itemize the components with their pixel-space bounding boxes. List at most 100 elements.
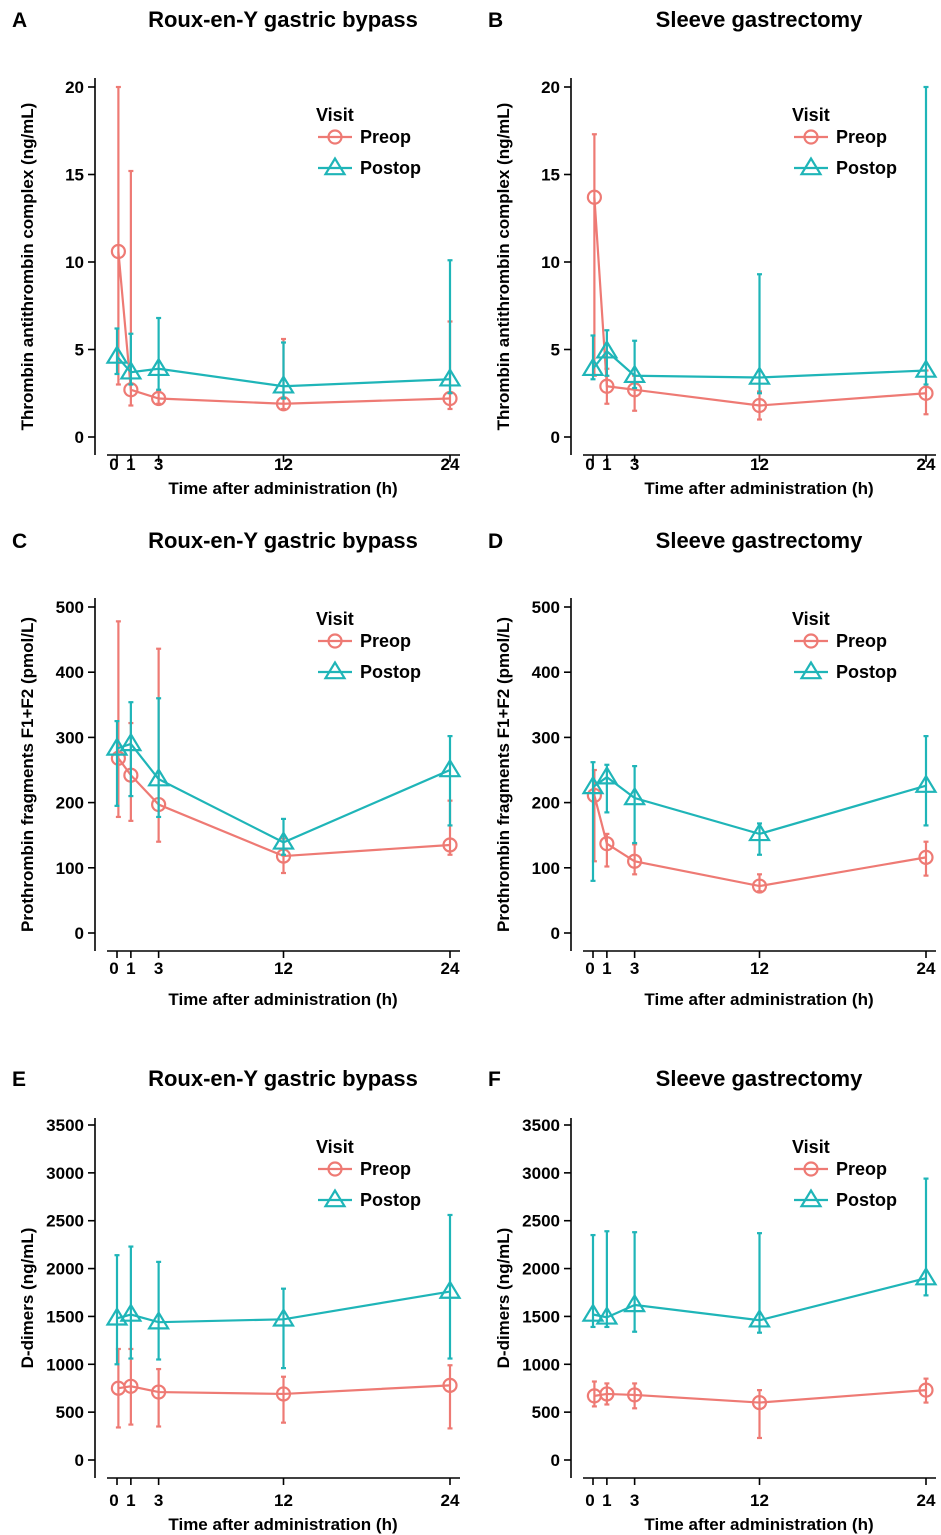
- y-tick-label-c: 100: [56, 859, 84, 878]
- data-point: [751, 1394, 768, 1411]
- legend-title: Visit: [792, 1137, 830, 1157]
- x-tick-label-e: 12: [274, 1491, 293, 1510]
- y-tick-label-f: 0: [551, 1451, 560, 1470]
- data-point: [110, 243, 126, 260]
- y-tick-label-e: 1000: [46, 1355, 84, 1374]
- y-tick-label-d: 200: [532, 794, 560, 813]
- x-tick-label-a: 24: [441, 455, 460, 474]
- y-tick-label-c: 400: [56, 663, 84, 682]
- y-tick-label-f: 1000: [522, 1355, 560, 1374]
- legend-label: Preop: [360, 1159, 411, 1179]
- data-point: [914, 358, 938, 378]
- x-tick-label-e: 24: [441, 1491, 460, 1510]
- y-tick-label-e: 2500: [46, 1212, 84, 1231]
- data-point: [748, 365, 771, 385]
- y-tick-label-e: 3500: [46, 1116, 84, 1135]
- y-tick-label-f: 2000: [522, 1260, 560, 1279]
- legend-title: Visit: [316, 105, 354, 125]
- y-axis-label-d: Prothrombin fragments F1+F2 (pmol/L): [494, 617, 513, 932]
- y-tick-label-e: 2000: [46, 1260, 84, 1279]
- y-axis-label-b: Thrombin antithrombin complex (ng/mL): [494, 103, 513, 431]
- legend-label: Preop: [836, 1159, 887, 1179]
- data-point: [599, 1386, 615, 1402]
- x-axis-label-c: Time after administration (h): [168, 990, 397, 1009]
- y-tick-label-a: 20: [65, 78, 84, 97]
- data-point: [581, 775, 605, 795]
- data-point: [623, 786, 647, 806]
- y-tick-label-b: 20: [541, 78, 560, 97]
- data-point: [623, 1293, 647, 1313]
- y-tick-label-b: 15: [541, 166, 560, 185]
- data-point: [438, 758, 462, 778]
- series-postop-b: [581, 85, 938, 395]
- legend-a: Visit Preop Postop: [316, 105, 421, 178]
- y-tick-label-d: 0: [551, 924, 560, 943]
- panel-letter-b: B: [488, 9, 503, 32]
- data-point: [272, 374, 295, 394]
- legend-title: Visit: [792, 105, 830, 125]
- series-line: [593, 795, 927, 888]
- x-tick-label-d: 0: [585, 959, 594, 978]
- legend-label: Preop: [836, 631, 887, 651]
- y-tick-label-f: 3000: [522, 1164, 560, 1183]
- x-tick-label-d: 1: [602, 959, 611, 978]
- legend-label: Preop: [836, 127, 887, 147]
- legend-marker: [327, 633, 343, 649]
- legend-b: Visit Preop Postop: [792, 105, 897, 178]
- series-postop-f: [581, 1177, 938, 1334]
- y-tick-label-b: 0: [551, 428, 560, 447]
- x-tick-label-e: 3: [154, 1491, 163, 1510]
- chart-panel-e: E Roux-en-Y gastric bypass 0 500 1000 1500 200…: [12, 1066, 462, 1534]
- x-tick-label-a: 3: [154, 455, 163, 474]
- x-tick-label-b: 0: [585, 455, 594, 474]
- series-line: [116, 355, 451, 388]
- legend-marker: [323, 660, 347, 680]
- legend-label: Preop: [360, 127, 411, 147]
- y-tick-label-d: 100: [532, 859, 560, 878]
- panel-letter-d: D: [488, 530, 503, 553]
- x-tick-label-c: 3: [154, 959, 163, 978]
- series-line: [592, 775, 927, 836]
- data-point: [586, 189, 602, 205]
- x-tick-label-d: 12: [750, 959, 769, 978]
- data-point: [748, 1308, 771, 1328]
- data-point: [438, 1279, 462, 1299]
- legend-marker: [799, 156, 823, 176]
- panel-title-b: Sleeve gastrectomy: [656, 7, 863, 32]
- data-point: [599, 378, 615, 394]
- legend-marker: [803, 633, 819, 649]
- data-point: [627, 1387, 643, 1403]
- panel-title-f: Sleeve gastrectomy: [656, 1066, 863, 1091]
- x-tick-label-a: 1: [126, 455, 135, 474]
- data-point: [119, 732, 143, 752]
- series-line: [116, 1290, 451, 1324]
- data-point: [275, 1386, 292, 1402]
- data-point: [627, 853, 643, 869]
- x-axis-label-a: Time after administration (h): [168, 479, 397, 498]
- y-tick-label-f: 2500: [522, 1212, 560, 1231]
- y-tick-label-b: 5: [551, 341, 560, 360]
- legend-marker: [803, 129, 819, 145]
- y-tick-label-e: 500: [56, 1403, 84, 1422]
- x-tick-label-c: 12: [274, 959, 293, 978]
- data-point: [272, 830, 295, 850]
- data-point: [147, 767, 171, 787]
- data-point: [914, 1266, 938, 1286]
- legend-title: Visit: [316, 609, 354, 629]
- x-tick-label-c: 24: [441, 959, 460, 978]
- x-tick-label-a: 12: [274, 455, 293, 474]
- data-point: [599, 836, 615, 852]
- y-tick-label-d: 400: [532, 663, 560, 682]
- data-point: [595, 765, 619, 785]
- data-point: [748, 822, 771, 842]
- series-line: [118, 1384, 451, 1396]
- x-tick-label-f: 0: [585, 1491, 594, 1510]
- panel-letter-e: E: [12, 1068, 26, 1091]
- legend-title: Visit: [792, 609, 830, 629]
- x-tick-label-f: 1: [602, 1491, 611, 1510]
- data-point: [438, 367, 462, 387]
- y-tick-label-e: 3000: [46, 1164, 84, 1183]
- x-tick-label-f: 24: [917, 1491, 936, 1510]
